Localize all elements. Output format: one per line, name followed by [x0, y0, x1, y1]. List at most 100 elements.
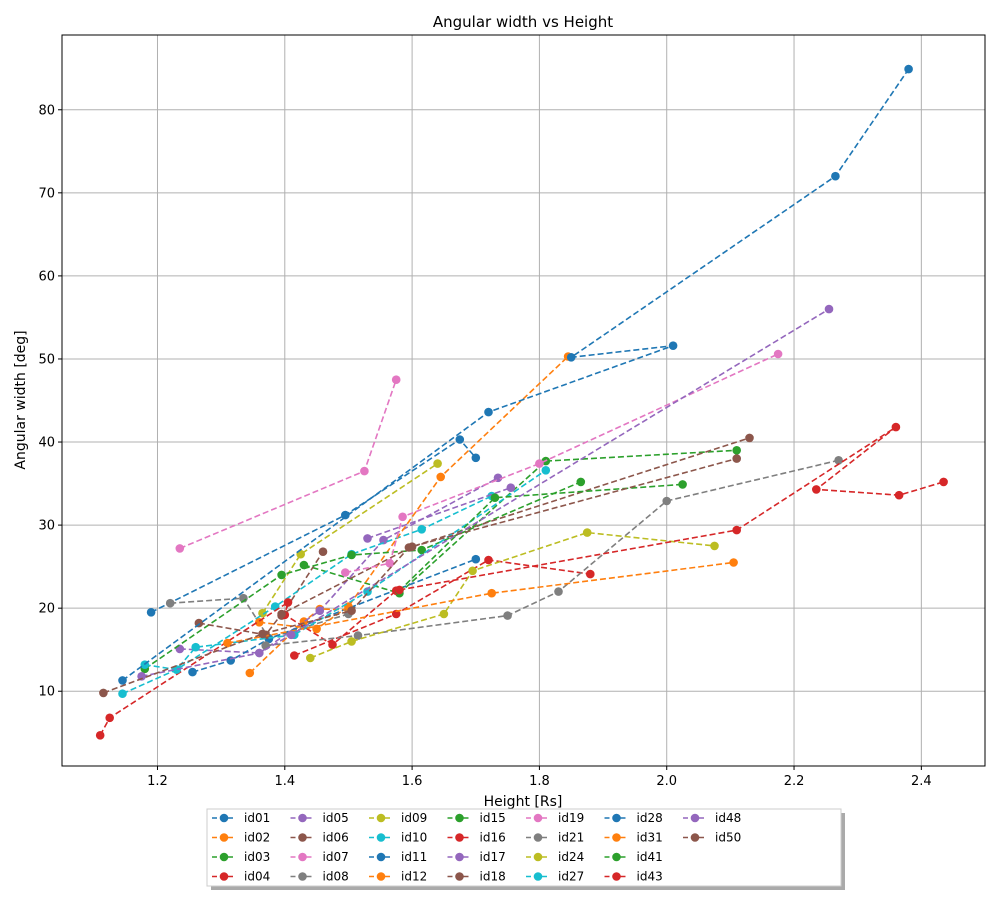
data-point: [360, 466, 369, 476]
data-point: [191, 642, 200, 652]
data-point: [745, 433, 754, 443]
x-tick-label: 1.2: [147, 774, 168, 789]
series-id43: [395, 422, 948, 595]
data-point: [306, 653, 315, 663]
data-point: [118, 689, 127, 698]
series-line: [310, 531, 715, 659]
legend-label: id10: [401, 831, 427, 845]
legend-marker: [376, 852, 386, 862]
data-point: [484, 555, 493, 565]
data-point: [812, 485, 821, 494]
series-line: [141, 308, 830, 678]
data-point: [541, 466, 551, 475]
legend-marker: [533, 852, 543, 862]
legend-box: [206, 808, 842, 887]
legend-marker: [455, 833, 464, 842]
legend-label: id41: [637, 850, 663, 864]
data-point: [379, 535, 388, 545]
data-point: [258, 629, 267, 639]
legend-marker: [612, 833, 621, 842]
data-point: [341, 510, 350, 520]
legend-entry: id09: [369, 811, 427, 825]
x-tick-label: 1.6: [402, 774, 423, 789]
legend-entry: id04: [212, 870, 270, 884]
data-point: [484, 407, 493, 417]
ticks: 1.2 1.4 1.6 1.8 2.0 2.2 2.4 10 20 30 40 50 60 70 80: [38, 103, 931, 789]
data-point: [417, 545, 427, 555]
data-point: [662, 496, 671, 506]
data-point: [353, 631, 363, 640]
legend-entry: id19: [526, 811, 584, 825]
series-id50: [99, 454, 741, 698]
series-line: [399, 426, 944, 591]
legend-entry: id06: [290, 831, 349, 845]
legend-entry: id24: [526, 850, 584, 864]
data-point: [894, 490, 904, 500]
legend-marker: [455, 813, 464, 823]
series-layer: [95, 64, 948, 740]
data-point: [254, 648, 264, 658]
data-point: [223, 638, 232, 648]
data-point: [99, 688, 108, 698]
legend-entry: id27: [526, 870, 584, 884]
series-line: [122, 495, 493, 695]
data-point: [471, 453, 481, 463]
data-point: [678, 480, 687, 489]
x-tick-label: 2.4: [911, 774, 932, 789]
legend-label: id31: [637, 831, 663, 845]
legend-marker: [219, 852, 229, 862]
legend-entry: id02: [212, 831, 270, 845]
legend-label: id04: [244, 870, 270, 884]
data-point: [535, 459, 544, 468]
series-line: [192, 558, 477, 673]
legend-marker: [612, 872, 621, 881]
data-point: [904, 64, 913, 74]
legend-entry: id11: [369, 850, 427, 864]
data-point: [245, 668, 255, 678]
legend-label: id12: [401, 870, 427, 884]
data-point: [398, 512, 407, 522]
data-point: [824, 304, 834, 314]
legend-marker: [298, 813, 307, 823]
series-id19: [341, 349, 783, 577]
data-point: [404, 543, 414, 552]
data-point: [586, 569, 595, 579]
legend-entry: id12: [369, 870, 427, 884]
data-point: [286, 630, 296, 640]
grid: [62, 35, 985, 766]
y-tick-label: 50: [38, 352, 55, 367]
data-point: [258, 608, 267, 618]
data-point: [773, 349, 783, 359]
data-point: [732, 454, 741, 463]
legend-label: id01: [244, 811, 270, 825]
data-point: [891, 422, 901, 432]
legend-label: id02: [244, 831, 270, 845]
data-point: [582, 528, 592, 537]
legend-label: id19: [558, 811, 584, 825]
data-point: [503, 611, 512, 620]
legend-label: id28: [637, 811, 663, 825]
data-point: [732, 525, 741, 535]
series-line: [150, 438, 477, 614]
series-line: [122, 68, 910, 682]
y-tick-label: 40: [38, 436, 55, 451]
plot-frame: [61, 34, 986, 767]
series-id17: [363, 483, 516, 543]
legend-entry: id41: [604, 850, 663, 864]
legend-marker: [376, 872, 386, 881]
legend-marker: [298, 872, 307, 881]
data-point: [433, 459, 442, 468]
legend-entry: id43: [604, 870, 663, 884]
legend-entry: id48: [683, 811, 741, 825]
legend-entry: id31: [604, 831, 663, 845]
legend-marker: [533, 833, 543, 842]
series-line: [261, 462, 439, 614]
data-point: [468, 566, 477, 576]
data-point: [506, 483, 516, 493]
y-tick-label: 10: [38, 685, 55, 700]
legend-marker: [219, 833, 229, 842]
legend-label: id08: [323, 870, 349, 884]
series-line: [249, 608, 349, 674]
